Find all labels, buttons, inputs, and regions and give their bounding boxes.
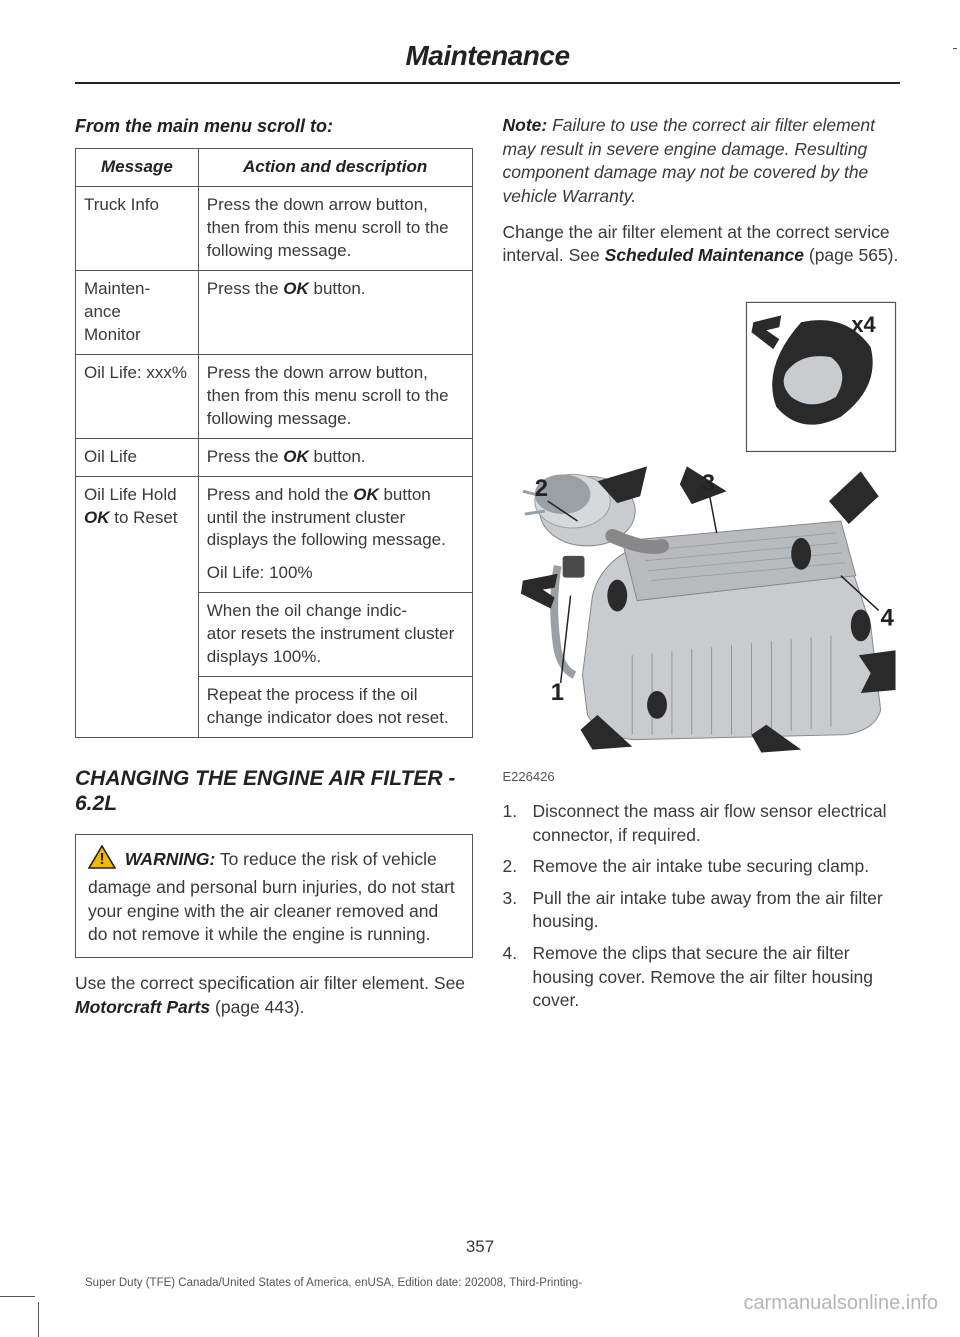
header-message: Message bbox=[76, 149, 199, 187]
chapter-header: Maintenance bbox=[75, 40, 900, 72]
cell-action: Press the OK button. bbox=[198, 271, 472, 355]
svg-text:!: ! bbox=[99, 851, 104, 868]
cell-msg: Oil Life Hold OK to Reset bbox=[76, 476, 199, 737]
change-paragraph: Change the air filter element at the cor… bbox=[503, 221, 901, 268]
scroll-heading: From the main menu scroll to: bbox=[75, 114, 473, 138]
diagram-label-3: 3 bbox=[701, 470, 714, 497]
watermark: carmanualsonline.info bbox=[743, 1292, 938, 1315]
crop-mark bbox=[38, 1302, 39, 1337]
section-title-air-filter: CHANGING THE ENGINE AIR FILTER - 6.2L bbox=[75, 766, 473, 816]
cell-msg: Oil Life bbox=[76, 438, 199, 476]
left-column: From the main menu scroll to: Message Ac… bbox=[75, 114, 473, 1031]
cell-action: Repeat the process if the oil change ind… bbox=[198, 677, 472, 738]
cell-msg: Oil Life: xxx% bbox=[76, 354, 199, 438]
page-number: 357 bbox=[0, 1237, 960, 1257]
note-paragraph: Note: Failure to use the correct air fil… bbox=[503, 114, 901, 209]
table-row: Oil Life: xxx% Press the down arrow butt… bbox=[76, 354, 473, 438]
diagram-label-1: 1 bbox=[550, 679, 563, 706]
warning-box: ! WARNING: To reduce the risk of vehicle… bbox=[75, 834, 473, 958]
crop-mark bbox=[953, 48, 957, 49]
table-row: Mainten-anceMonitor Press the OK button. bbox=[76, 271, 473, 355]
table-header-row: Message Action and description bbox=[76, 149, 473, 187]
air-filter-diagram: x4 bbox=[503, 296, 901, 756]
cell-action: Press the down arrow button, then from t… bbox=[198, 187, 472, 271]
diagram-label-2: 2 bbox=[534, 475, 547, 502]
step-item: Remove the air intake tube securing clam… bbox=[503, 855, 901, 879]
cell-msg: Mainten-anceMonitor bbox=[76, 271, 199, 355]
table-row: Oil Life Press the OK button. bbox=[76, 438, 473, 476]
footer-text: Super Duty (TFE) Canada/United States of… bbox=[85, 1277, 582, 1289]
cell-action: Press the down arrow button, then from t… bbox=[198, 354, 472, 438]
cell-action: Press the OK button. bbox=[198, 438, 472, 476]
warning-icon: ! bbox=[88, 845, 116, 876]
diagram-label-4: 4 bbox=[880, 604, 894, 631]
warning-label: WARNING: bbox=[125, 849, 215, 869]
table-row: Truck Info Press the down arrow button, … bbox=[76, 187, 473, 271]
right-column: Note: Failure to use the correct air fil… bbox=[503, 114, 901, 1031]
header-rule bbox=[75, 82, 900, 84]
page-container: Maintenance From the main menu scroll to… bbox=[0, 0, 960, 1071]
table-row: Oil Life Hold OK to Reset Press and hold… bbox=[76, 476, 473, 593]
two-column-layout: From the main menu scroll to: Message Ac… bbox=[75, 114, 900, 1031]
cell-action: When the oil change indic-ator resets th… bbox=[198, 593, 472, 677]
use-correct-paragraph: Use the correct specification air filter… bbox=[75, 972, 473, 1019]
crop-mark bbox=[0, 1296, 35, 1297]
step-item: Pull the air intake tube away from the a… bbox=[503, 887, 901, 934]
step-item: Disconnect the mass air flow sensor elec… bbox=[503, 800, 901, 847]
message-table: Message Action and description Truck Inf… bbox=[75, 148, 473, 738]
diagram-label-x4: x4 bbox=[851, 312, 876, 337]
header-action: Action and description bbox=[198, 149, 472, 187]
cell-msg: Truck Info bbox=[76, 187, 199, 271]
arrow-icon bbox=[828, 471, 878, 524]
step-item: Remove the clips that secure the air fil… bbox=[503, 942, 901, 1013]
chapter-title: Maintenance bbox=[75, 40, 900, 72]
procedure-steps: Disconnect the mass air flow sensor elec… bbox=[503, 800, 901, 1013]
diagram-caption: E226426 bbox=[503, 768, 901, 786]
cell-action: Press and hold the OK button until the i… bbox=[198, 476, 472, 593]
